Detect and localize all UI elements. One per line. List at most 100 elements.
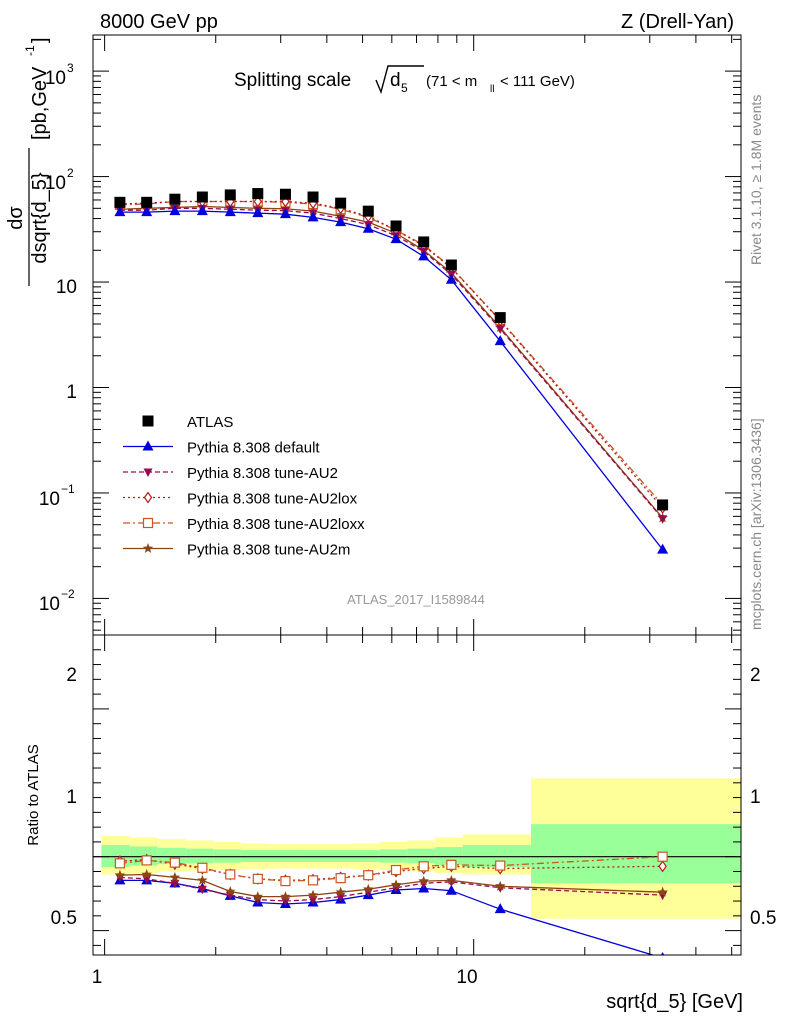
stat-uncertainty-band — [462, 844, 532, 868]
data-point-pythia-8-308-default — [169, 205, 181, 216]
ylabel-unit-sup: -1 — [23, 45, 37, 56]
ratio-point-pythia-8-308-tune-au2loxx — [495, 860, 506, 871]
data-point-pythia-8-308-default — [196, 205, 208, 216]
ratio-point-pythia-8-308-tune-au2loxx — [169, 857, 180, 868]
data-point-atlas — [114, 196, 126, 208]
ratio-point-pythia-8-308-default — [660, 951, 665, 955]
title-range-sub: ll — [490, 84, 494, 95]
data-point-pythia-8-308-default — [418, 250, 430, 261]
stat-uncertainty-band — [351, 850, 380, 862]
data-point-pythia-8-308-default — [657, 543, 669, 554]
ratio-point-pythia-8-308-tune-au2loxx — [657, 851, 668, 862]
y-tick-label-100-base: 10 — [45, 173, 66, 194]
y-tick-label-1000-exp: 3 — [67, 61, 74, 75]
legend-marker-pythia-8-308-tune-au2lox — [143, 491, 153, 504]
legend-marker-pythia-8-308-tune-au2loxx — [142, 517, 154, 529]
y-tick-label-1000-base: 10 — [45, 68, 66, 89]
data-point-pythia-8-308-default — [335, 216, 347, 227]
ratio-point-pythia-8-308-tune-au2m — [657, 886, 668, 897]
ylabel-numerator: dσ — [5, 206, 27, 230]
data-point-atlas — [362, 205, 374, 217]
ratio-point-pythia-8-308-tune-au2 — [115, 873, 125, 883]
ratio-point-pythia-8-308-tune-au2m — [141, 868, 152, 879]
stat-uncertainty-band — [185, 848, 214, 864]
ratio-point-pythia-8-308-tune-au2m — [446, 874, 457, 885]
data-point-atlas — [224, 189, 236, 201]
x-tick-label-10: 10 — [456, 967, 477, 988]
data-point-atlas — [335, 197, 347, 209]
ratio-point-pythia-8-308-tune-au2m — [363, 883, 374, 894]
x-axis-label: sqrt{d_5} [GeV] — [606, 991, 743, 1013]
data-point-pythia-8-308-default — [141, 206, 153, 217]
ratio-tick-0.5-left: 0.5 — [51, 908, 77, 929]
ratio-point-pythia-8-308-tune-au2 — [170, 879, 180, 889]
analysis-watermark: ATLAS_2017_I1589844 — [347, 592, 485, 607]
y-tick-label-10: 10 — [56, 277, 77, 298]
stat-uncertainty-band — [407, 848, 436, 864]
data-point-atlas — [169, 193, 181, 205]
ratio-point-pythia-8-308-tune-au2m — [307, 889, 319, 900]
data-point-atlas — [494, 312, 506, 324]
stat-uncertainty-band — [531, 824, 741, 884]
data-point-pythia-8-308-default — [445, 273, 457, 284]
sqrt-sign-icon — [375, 65, 424, 95]
ratio-point-pythia-8-308-tune-au2loxx — [390, 864, 402, 876]
ratio-point-pythia-8-308-tune-au2loxx — [335, 873, 346, 884]
data-point-atlas — [252, 188, 264, 200]
main-series-layer — [114, 188, 669, 554]
data-point-atlas — [657, 499, 669, 511]
ratio-point-pythia-8-308-tune-au2m — [335, 886, 346, 897]
series-line-pythia-8-308-tune-au2lox — [119, 200, 664, 509]
stat-uncertainty-band — [213, 849, 241, 863]
stat-uncertainty-band — [324, 850, 352, 862]
header-left: 8000 GeV pp — [100, 11, 218, 33]
ratio-tick-2-left: 2 — [66, 665, 77, 686]
ratio-point-pythia-8-308-tune-au2m — [494, 880, 506, 891]
x-tick-label-1: 1 — [92, 967, 103, 988]
main-y-tick-labels: 10 3 10 2 10 1 10 −1 10 −2 — [39, 61, 77, 615]
ratio-point-pythia-8-308-tune-au2lox — [658, 860, 667, 873]
data-point-atlas — [307, 191, 319, 203]
series-line-pythia-8-308-tune-au2loxx — [119, 200, 664, 506]
ratio-point-pythia-8-308-tune-au2loxx — [418, 861, 429, 872]
ratio-point-pythia-8-308-tune-au2loxx — [280, 875, 291, 887]
ratio-point-pythia-8-308-tune-au2loxx — [252, 873, 263, 884]
y-tick-label-0.1-base: 10 — [39, 489, 60, 510]
ratio-tick-1-right: 1 — [750, 787, 761, 808]
ratio-point-pythia-8-308-default — [494, 903, 506, 914]
data-point-pythia-8-308-default — [390, 233, 402, 244]
ratio-y-tick-labels: 2 1 0.5 2 1 0.5 — [51, 665, 777, 929]
legend-marker-pythia-8-308-tune-au2m — [142, 543, 154, 553]
data-point-pythia-8-308-default — [252, 207, 264, 218]
ratio-point-pythia-8-308-tune-au2m — [280, 891, 291, 902]
title-range-suffix: < 111 GeV) — [500, 73, 575, 90]
stat-uncertainty-band — [379, 849, 408, 863]
ratio-uncertainty-bands — [101, 778, 741, 919]
data-point-pythia-8-308-default — [224, 206, 236, 217]
ylabel-unit-close: ] — [29, 37, 51, 43]
ratio-point-pythia-8-308-tune-au2m — [390, 879, 402, 890]
ratio-point-pythia-8-308-tune-au2loxx — [197, 862, 208, 873]
stat-uncertainty-band — [296, 850, 325, 862]
ratio-point-pythia-8-308-tune-au2loxx — [446, 859, 457, 870]
ratio-tick-2-right: 2 — [750, 665, 761, 686]
ylabel-denominator: dsqrt{d_5} — [29, 172, 51, 264]
y-tick-label-0.01-base: 10 — [39, 594, 60, 615]
legend-marker-pythia-8-308-default — [142, 440, 154, 451]
ratio-point-pythia-8-308-tune-au2m — [197, 874, 208, 885]
data-point-atlas — [445, 259, 457, 271]
ylabel-unit: [pb,GeV — [29, 66, 51, 140]
ratio-series-layer — [114, 851, 668, 955]
data-point-pythia-8-308-default — [362, 222, 374, 233]
stat-uncertainty-band — [268, 850, 297, 862]
y-tick-label-0.01-exp: −2 — [61, 587, 75, 601]
ratio-point-pythia-8-308-default — [445, 884, 457, 895]
legend-label-pythia-8-308-tune-au2m: Pythia 8.308 tune-AU2m — [187, 542, 350, 559]
ratio-point-pythia-8-308-tune-au2loxx — [307, 875, 319, 886]
stat-uncertainty-band — [240, 850, 269, 862]
plot-title: Splitting scale — [234, 70, 351, 91]
title-range-prefix: (71 < m — [426, 73, 477, 90]
ratio-point-pythia-8-308-tune-au2loxx — [363, 870, 374, 881]
y-tick-label-100-exp: 2 — [67, 166, 74, 180]
legend-marker-pythia-8-308-tune-au2 — [143, 468, 153, 477]
